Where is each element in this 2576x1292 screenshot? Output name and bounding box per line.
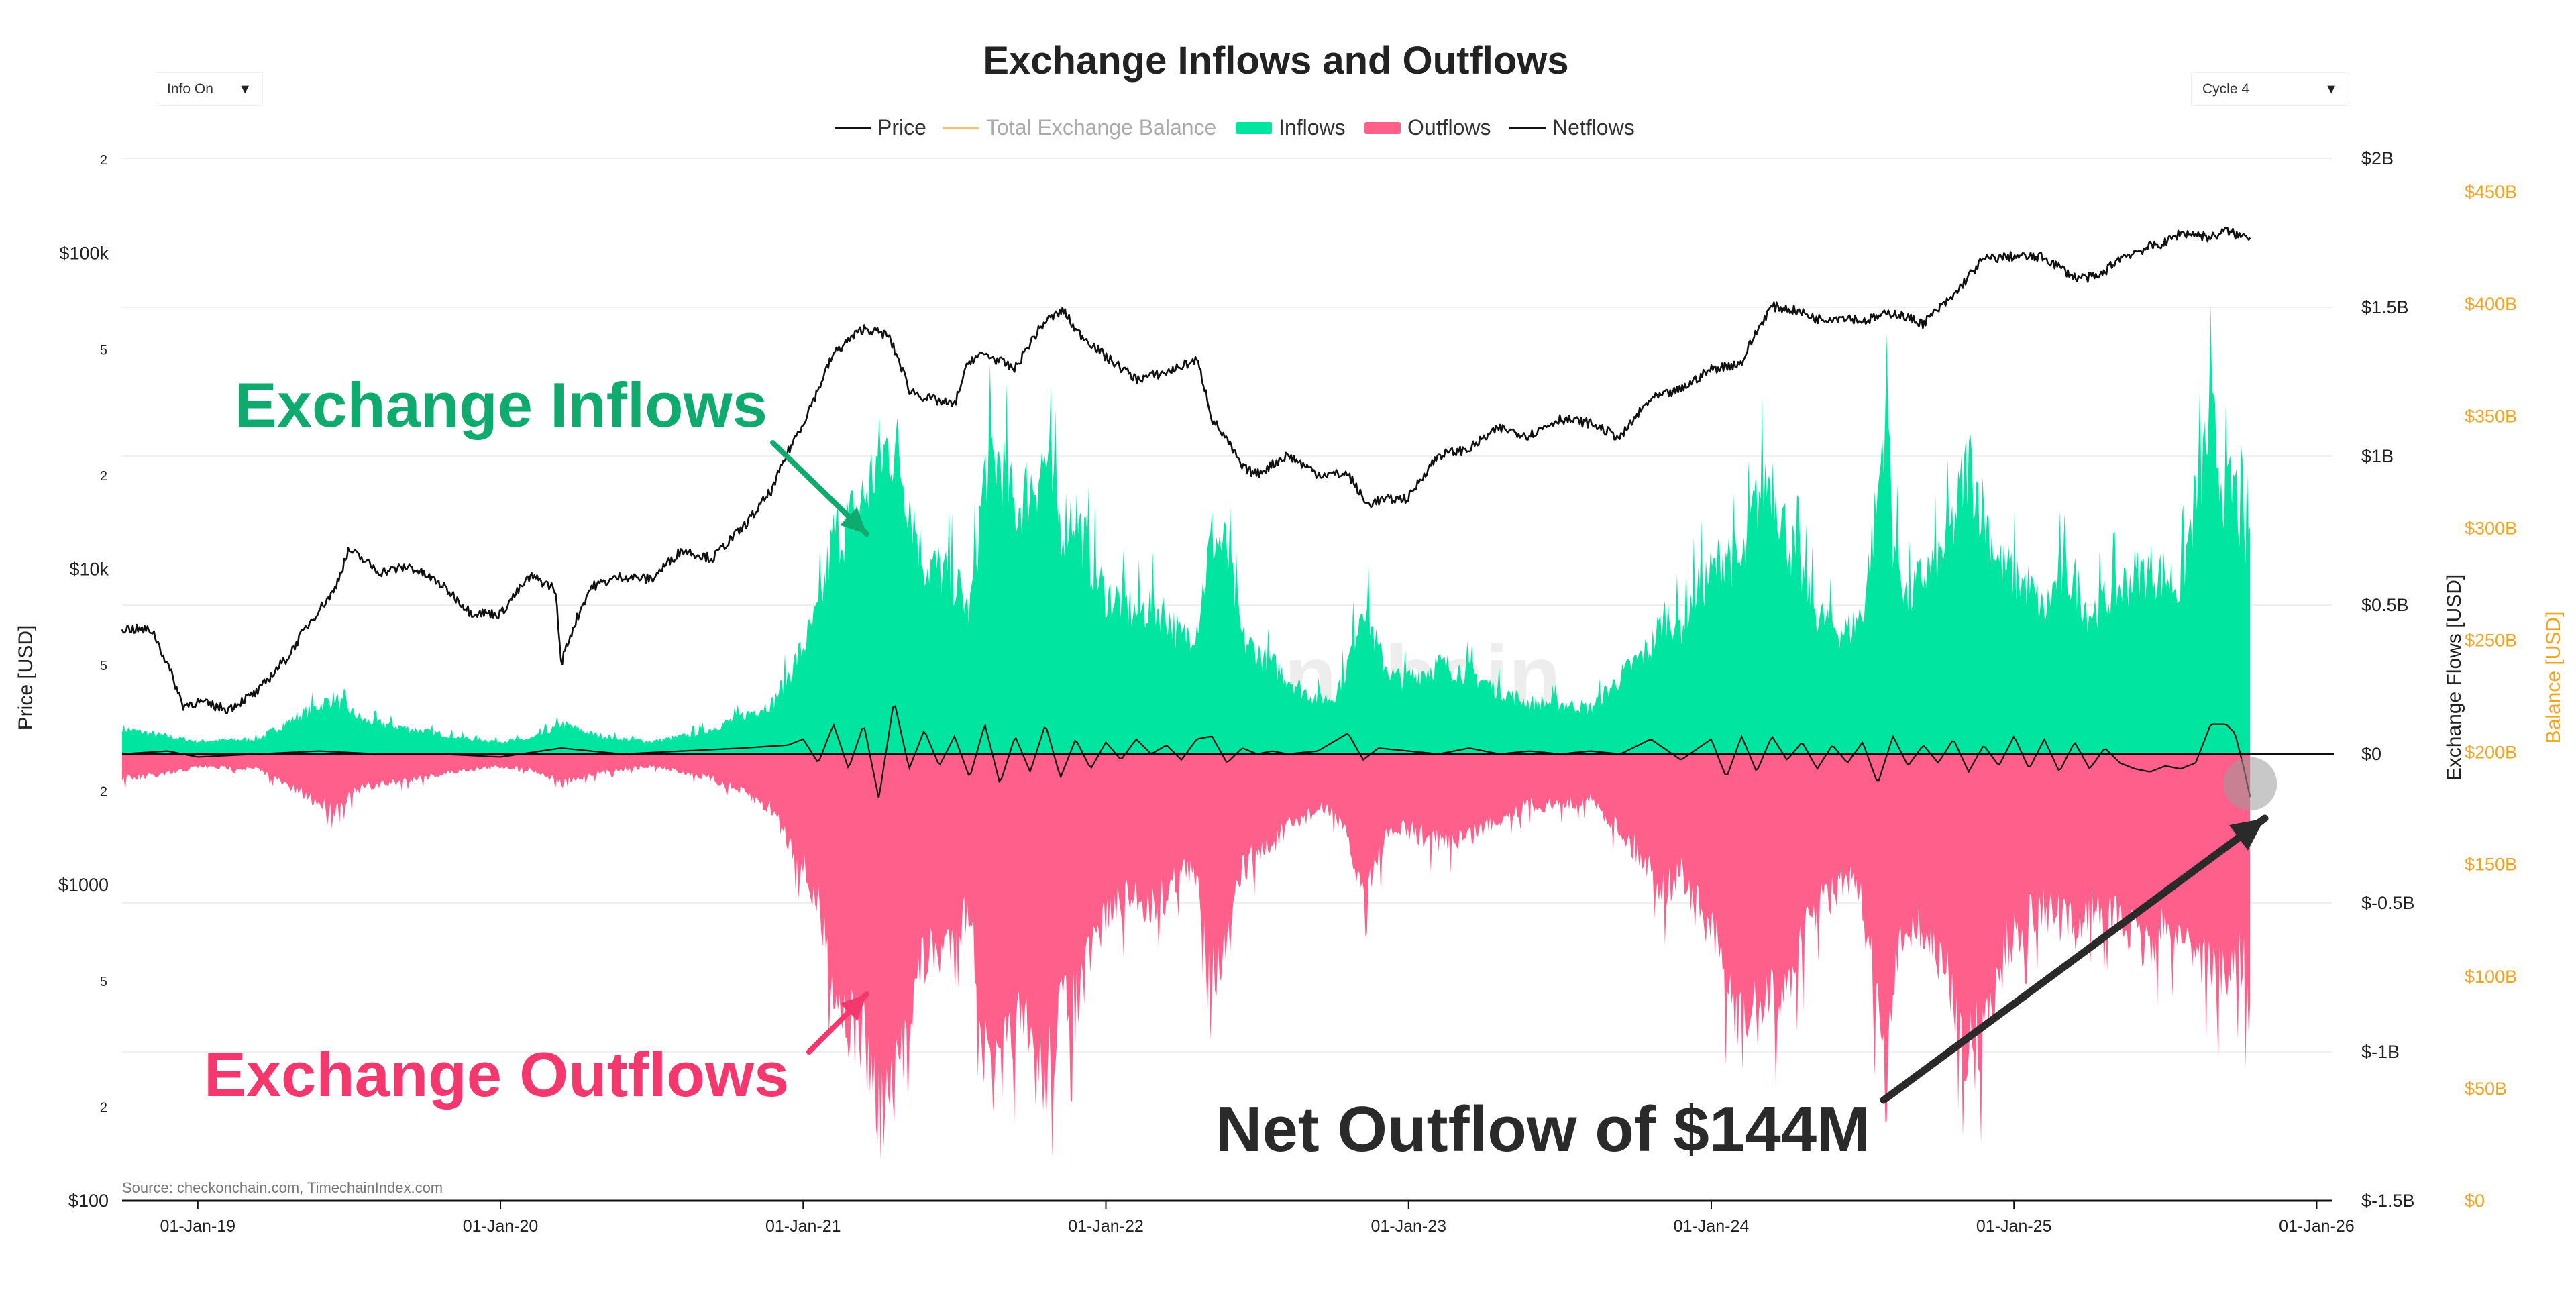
flows-axis: $2B $1.5B $1B $0.5B $0 $-0.5B $-1B $-1.5B [2361, 148, 2415, 1211]
price-tick-label: 5 [100, 659, 107, 674]
flows-tick-label: $0 [2361, 744, 2381, 764]
balance-tick-label: $0 [2465, 1191, 2485, 1211]
legend-item[interactable]: Price [835, 115, 926, 140]
chevron-down-icon: ▼ [2324, 81, 2338, 97]
x-tick-label: 01-Jan-24 [1674, 1217, 1750, 1236]
cycle-dropdown[interactable]: Cycle 4 ▼ [2191, 72, 2349, 106]
price-axis: $100 2 5 $1000 2 5 $10k 2 5 $100k 2 [58, 153, 109, 1211]
x-tick-label: 01-Jan-19 [160, 1217, 236, 1236]
source-note: Source: checkonchain.com, TimechainIndex… [122, 1179, 443, 1196]
balance-axis-label: Balance [USD] [2542, 612, 2565, 744]
x-tick-label: 01-Jan-20 [463, 1217, 539, 1236]
x-tick-label: 01-Jan-25 [1976, 1217, 2052, 1236]
flows-tick-label: $1.5B [2361, 297, 2409, 317]
legend-swatch [1364, 122, 1401, 134]
price-axis-label: Price [USD] [15, 625, 37, 731]
price-tick-label: 5 [100, 343, 107, 358]
legend-label: Price [877, 115, 926, 140]
flows-tick-label: $-1.5B [2361, 1191, 2415, 1211]
flows-axis-label: Exchange Flows [USD] [2443, 574, 2465, 781]
balance-tick-label: $400B [2465, 294, 2517, 314]
cycle-dropdown-label: Cycle 4 [2202, 81, 2250, 97]
flows-tick-label: $1B [2361, 446, 2394, 466]
price-tick-label: 5 [100, 975, 107, 989]
legend-item[interactable]: Total Exchange Balance [943, 115, 1216, 140]
balance-tick-label: $350B [2465, 406, 2517, 426]
x-tick-label: 01-Jan-21 [765, 1217, 841, 1236]
balance-tick-label: $50B [2465, 1079, 2507, 1099]
price-tick-label: 2 [100, 1100, 107, 1115]
legend-label: Netflows [1552, 115, 1635, 140]
flows-tick-label: $0.5B [2361, 595, 2409, 615]
price-tick-label: 2 [100, 785, 107, 800]
flows-tick-label: $-0.5B [2361, 893, 2415, 913]
legend[interactable]: Price Total Exchange Balance Inflows Outflo… [835, 115, 1635, 140]
x-tick-label: 01-Jan-23 [1371, 1217, 1446, 1236]
netflows-line [121, 705, 2251, 798]
price-tick-label: $100 [68, 1191, 109, 1211]
balance-tick-label: $450B [2465, 182, 2517, 202]
legend-label: Outflows [1407, 115, 1491, 140]
balance-tick-label: $150B [2465, 855, 2517, 875]
annotation-net: Net Outflow of $144M [1216, 1093, 1870, 1165]
price-line [121, 227, 2251, 714]
chart-title: Exchange Inflows and Outflows [983, 39, 1568, 83]
balance-tick-label: $300B [2465, 518, 2517, 538]
annotation-inflows: Exchange Inflows [235, 370, 767, 440]
annotation-arrowhead [840, 994, 867, 1021]
price-tick-label: $100k [59, 244, 109, 264]
info-dropdown[interactable]: Info On ▼ [156, 72, 263, 106]
outflows-area [122, 754, 2251, 1161]
annotation-arrow [1880, 814, 2269, 1104]
price-tick-label: 2 [100, 153, 107, 168]
balance-tick-label: $250B [2465, 631, 2517, 651]
price-tick-label: $1000 [58, 875, 109, 895]
legend-label: Total Exchange Balance [986, 115, 1216, 140]
info-dropdown-label: Info On [167, 81, 213, 97]
chevron-down-icon: ▼ [238, 81, 252, 97]
legend-swatch [1236, 122, 1272, 134]
flows-tick-label: $2B [2361, 148, 2394, 168]
x-tick-label: 01-Jan-26 [2279, 1217, 2355, 1236]
price-tick-label: $10k [69, 559, 109, 579]
price-tick-label: 2 [100, 469, 107, 484]
balance-tick-label: $100B [2465, 967, 2517, 987]
flows-tick-label: $-1B [2361, 1042, 2400, 1062]
balance-axis: $0 $50B $100B $150B $200B $250B $300B $350B $400… [2465, 182, 2517, 1211]
x-tick-label: 01-Jan-22 [1068, 1217, 1144, 1236]
x-axis: 01-Jan-19 01-Jan-20 01-Jan-21 01-Jan-22 01-J… [160, 1201, 2355, 1236]
annotation-outflows: Exchange Outflows [204, 1039, 789, 1110]
legend-item[interactable]: Outflows [1364, 115, 1491, 140]
annotation-arrowhead [840, 507, 867, 534]
legend-label: Inflows [1279, 115, 1346, 140]
annotations: Exchange Inflows Exchange Outflows Net Out… [204, 370, 2269, 1165]
net-outflow-highlight [2223, 757, 2277, 811]
legend-item[interactable]: Inflows [1236, 115, 1346, 140]
balance-tick-label: $200B [2465, 743, 2517, 763]
legend-item[interactable]: Netflows [1509, 115, 1635, 140]
inflows-area [122, 305, 2251, 755]
annotation-arrowhead [2229, 818, 2265, 851]
